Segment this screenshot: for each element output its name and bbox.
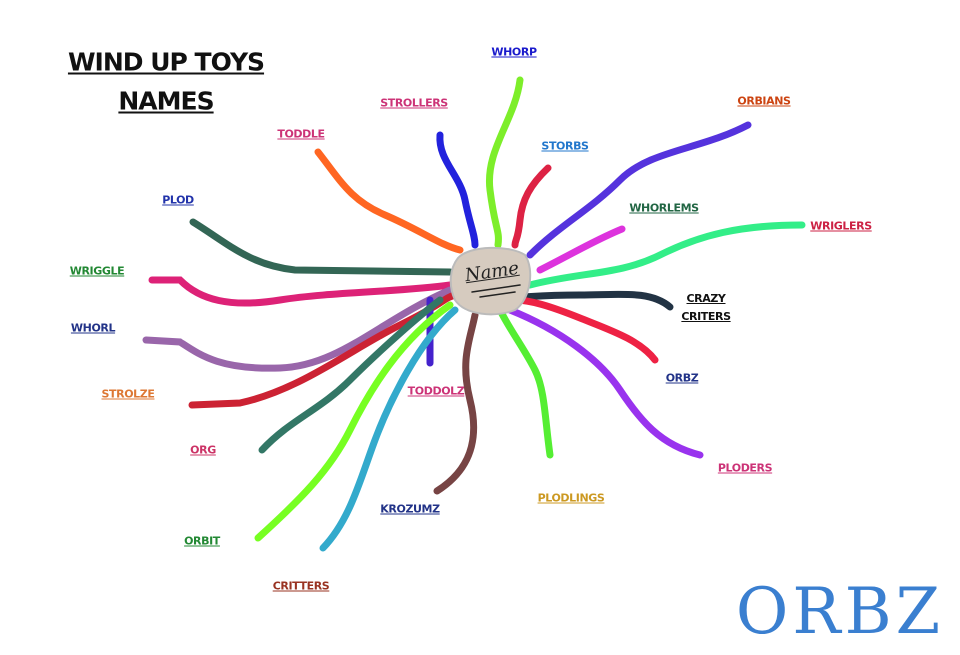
branch xyxy=(189,218,454,276)
branch xyxy=(433,311,479,495)
node-label: PLODERS xyxy=(717,461,773,475)
node-label: STROLZE xyxy=(101,387,155,401)
node-label: ORG xyxy=(190,443,216,457)
branch xyxy=(511,296,659,364)
title-line: WIND UP TOYS xyxy=(67,47,265,77)
node-label: KROZUMZ xyxy=(380,502,440,516)
node-label: WHORL xyxy=(70,321,116,335)
node-label: TODDOLZ xyxy=(407,384,465,398)
branch xyxy=(142,286,454,372)
branch xyxy=(188,291,459,409)
signature: ORBZ xyxy=(735,575,945,649)
node-label: ORBIT xyxy=(184,534,220,548)
node-label: PLOD xyxy=(162,193,194,207)
node-label: STORBS xyxy=(541,139,589,153)
center-blob xyxy=(449,246,532,316)
branch xyxy=(526,121,752,259)
branch xyxy=(254,301,454,542)
branch xyxy=(258,296,444,454)
node-label: PLODLINGS xyxy=(537,491,605,505)
center-underline xyxy=(471,284,521,298)
branch xyxy=(536,225,626,274)
branch xyxy=(319,306,459,552)
branch xyxy=(506,306,704,459)
node-label: STROLLERS xyxy=(380,96,448,110)
branch xyxy=(314,148,464,254)
branch xyxy=(526,221,806,289)
node-label: WHORLEMS xyxy=(629,201,699,215)
node-label: WHORP xyxy=(491,45,537,59)
node-label: WRIGGLE xyxy=(69,264,125,278)
branch xyxy=(496,306,554,459)
branch xyxy=(511,164,552,249)
node-label: WRIGLERS xyxy=(810,219,872,233)
node-label: ORBZ xyxy=(665,371,699,385)
title-line: NAMES xyxy=(118,86,214,116)
node-label: ORBIANS xyxy=(737,94,791,108)
branch xyxy=(436,131,479,249)
node-label: CRAZY CRITERS xyxy=(681,292,731,323)
node-label: CRITTERS xyxy=(272,579,330,593)
branch xyxy=(485,76,524,249)
node-label: TODDLE xyxy=(277,127,325,141)
branch xyxy=(148,276,454,307)
branch xyxy=(516,290,674,311)
